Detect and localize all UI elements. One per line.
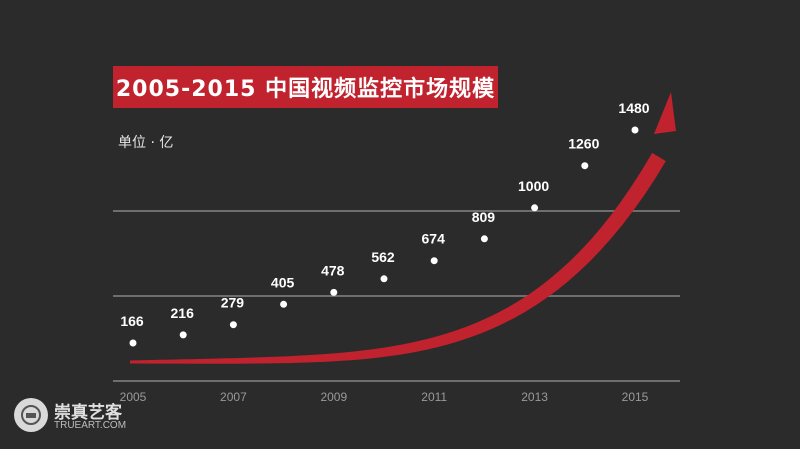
data-point: [631, 126, 639, 134]
data-label: 478: [321, 262, 345, 278]
trend-arrow-head: [654, 92, 676, 134]
chart-title: 2005-2015 中国视频监控市场规模: [113, 66, 498, 108]
data-point: [480, 235, 488, 243]
data-point: [531, 204, 539, 212]
data-point: [280, 300, 288, 308]
data-label: 674: [422, 231, 446, 247]
x-axis-ticks: 2005 2007 2009 2011 2013 2015: [120, 390, 649, 404]
gridlines: [113, 210, 680, 382]
data-label: 1000: [518, 178, 549, 194]
data-points: 166 216 279 405 478 562 674 809 1000 1260 1480: [120, 100, 650, 347]
x-tick-label: 2013: [521, 390, 548, 404]
trend-arrow-shaft: [130, 152, 666, 364]
watermark-logo-icon: [14, 398, 48, 432]
watermark-site: TRUEART.COM: [54, 420, 127, 431]
x-tick-label: 2011: [421, 390, 447, 404]
x-tick-label: 2015: [622, 390, 649, 404]
watermark-name: 崇真艺客: [54, 403, 122, 423]
data-label: 279: [221, 295, 245, 311]
x-tick-label: 2007: [220, 390, 247, 404]
data-point: [179, 331, 187, 339]
data-label: 562: [371, 249, 395, 265]
data-label: 405: [271, 274, 295, 290]
x-tick-label: 2009: [320, 390, 347, 404]
data-label: 1480: [618, 100, 649, 116]
data-point: [430, 257, 438, 265]
data-label: 1260: [568, 136, 599, 152]
data-point: [380, 275, 388, 283]
data-label: 166: [120, 313, 144, 329]
data-point: [129, 339, 137, 347]
data-point: [581, 162, 589, 170]
unit-label: 单位 · 亿: [118, 135, 174, 151]
watermark: 崇真艺客 TRUEART.COM: [14, 396, 144, 436]
data-label: 809: [472, 209, 496, 225]
data-label: 216: [171, 305, 195, 321]
data-point: [229, 321, 237, 329]
data-point: [330, 288, 338, 296]
trend-arrow: [130, 92, 676, 364]
